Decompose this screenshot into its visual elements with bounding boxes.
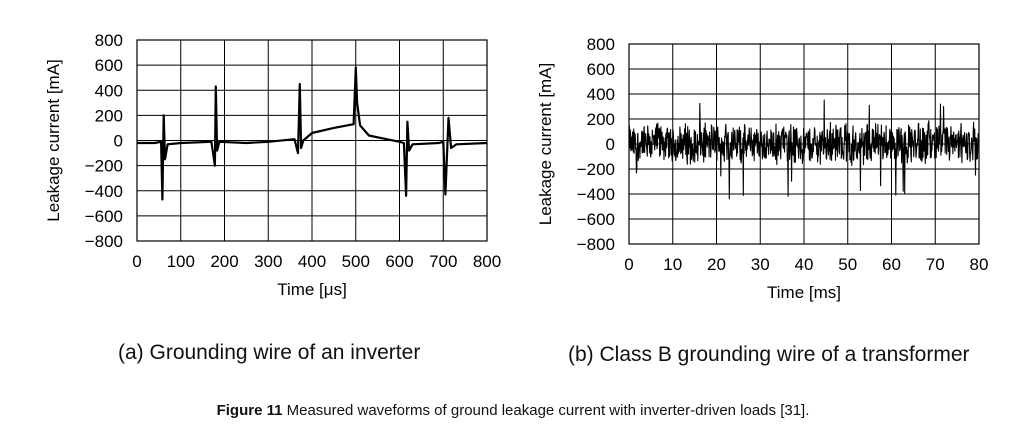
chart-a: 0 100 200 300 400 500 600 700 800 800 600 400 200 0 −2…: [44, 31, 501, 299]
x-tick-label: 200: [210, 252, 238, 271]
x-tick-label: 700: [429, 252, 457, 271]
x-tick-label: 400: [298, 252, 326, 271]
chart-b: 0 10 20 30 40 50 60 70 80 800 600 400 200 0 −200 −400 −6…: [536, 35, 988, 302]
y-tick-label: 0: [606, 135, 615, 154]
y-tick-label: 600: [587, 60, 615, 79]
x-tick-label: 70: [926, 255, 945, 274]
x-tick-label: 0: [624, 255, 633, 274]
y-tick-label: −200: [577, 160, 615, 179]
x-axis-label: Time [ms]: [767, 283, 841, 302]
subcaption-a: (a) Grounding wire of an inverter: [118, 341, 421, 364]
x-tick-label: 20: [707, 255, 726, 274]
y-axis-label: Leakage current [mA]: [536, 63, 555, 226]
figure-caption-text: Measured waveforms of ground leakage cur…: [282, 402, 810, 419]
x-tick-label: 50: [838, 255, 857, 274]
x-tick-label: 600: [385, 252, 413, 271]
x-tick-label: 800: [473, 252, 501, 271]
y-tick-label: 800: [95, 31, 123, 50]
y-tick-label: −800: [85, 232, 123, 251]
y-tick-label: −600: [85, 207, 123, 226]
series-line: [137, 66, 488, 201]
x-tick-label: 0: [132, 252, 141, 271]
y-tick-label: 0: [114, 132, 123, 151]
subcaption-b: (b) Class B grounding wire of a transfor…: [568, 343, 970, 366]
x-tick-label: 300: [254, 252, 282, 271]
y-tick-label: −400: [85, 182, 123, 201]
figure-caption-label: Figure 11: [216, 402, 283, 419]
x-tick-label: 10: [663, 255, 682, 274]
x-tick-label: 30: [751, 255, 770, 274]
x-tick-label: 100: [167, 252, 195, 271]
y-tick-label: 200: [587, 110, 615, 129]
y-axis-label: Leakage current [mA]: [44, 59, 63, 222]
series-line: [628, 99, 980, 200]
x-tick-label: 500: [342, 252, 370, 271]
y-tick-label: 600: [95, 56, 123, 75]
y-tick-label: 400: [587, 85, 615, 104]
y-tick-label: 200: [95, 106, 123, 125]
y-tick-label: 400: [95, 81, 123, 100]
y-tick-label: −800: [577, 235, 615, 254]
y-tick-label: −400: [577, 185, 615, 204]
x-tick-label: 80: [970, 255, 989, 274]
y-tick-label: −600: [577, 210, 615, 229]
y-tick-label: 800: [587, 35, 615, 54]
x-tick-label: 60: [882, 255, 901, 274]
x-tick-label: 40: [795, 255, 814, 274]
figure-caption: Figure 11 Measured waveforms of ground l…: [0, 402, 1026, 419]
y-tick-label: −200: [85, 157, 123, 176]
x-axis-label: Time [μs]: [277, 280, 347, 299]
